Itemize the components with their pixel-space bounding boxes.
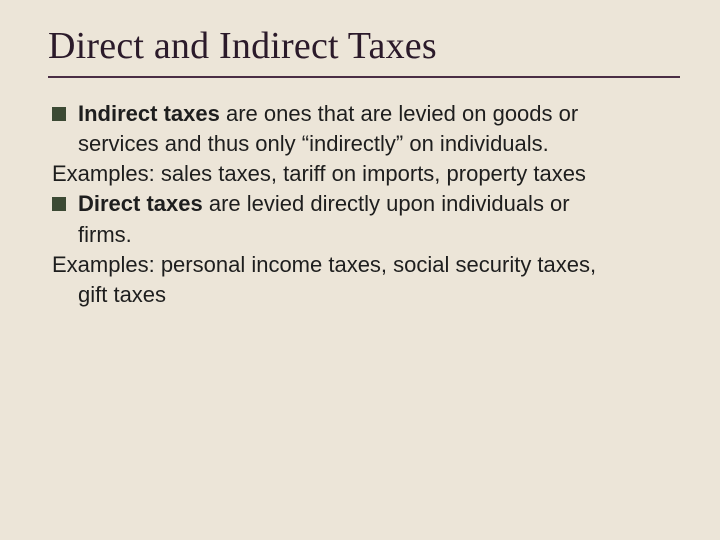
bullet-text: Indirect taxes are ones that are levied … bbox=[78, 100, 680, 128]
bullet-continuation: firms. bbox=[78, 221, 680, 249]
bullet-continuation: services and thus only “indirectly” on i… bbox=[78, 130, 680, 158]
example-line: Examples: personal income taxes, social … bbox=[52, 251, 680, 279]
list-item: Direct taxes are levied directly upon in… bbox=[48, 190, 680, 218]
square-bullet-icon bbox=[52, 197, 66, 211]
bold-lead: Indirect taxes bbox=[78, 101, 220, 126]
bullet-text: Direct taxes are levied directly upon in… bbox=[78, 190, 680, 218]
example-line: Examples: sales taxes, tariff on imports… bbox=[52, 160, 680, 188]
bullet-rest: are levied directly upon individuals or bbox=[203, 191, 570, 216]
slide-body: Indirect taxes are ones that are levied … bbox=[48, 100, 680, 309]
bullet-rest: are ones that are levied on goods or bbox=[220, 101, 578, 126]
title-underline bbox=[48, 76, 680, 78]
list-item: Indirect taxes are ones that are levied … bbox=[48, 100, 680, 128]
slide: Direct and Indirect Taxes Indirect taxes… bbox=[0, 0, 720, 540]
slide-title: Direct and Indirect Taxes bbox=[48, 24, 680, 68]
square-bullet-icon bbox=[52, 107, 66, 121]
bold-lead: Direct taxes bbox=[78, 191, 203, 216]
example-continuation: gift taxes bbox=[78, 281, 680, 309]
